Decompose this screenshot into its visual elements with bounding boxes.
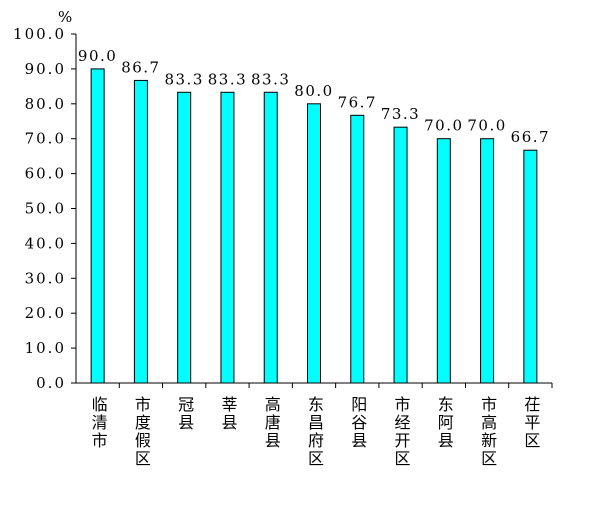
data-label: 83.3 (164, 70, 203, 88)
y-tick-label: 10.0 (25, 339, 66, 357)
data-label: 70.0 (424, 117, 463, 135)
category-label: 东阿县 (438, 395, 454, 450)
labels: 0.0 10.0 20.0 30.0 40.0 50.0 60.0 70.0 80.0 90.0 1… (13, 8, 550, 468)
data-label: 66.7 (511, 128, 550, 146)
data-label: 83.3 (208, 70, 247, 88)
bar (133, 79, 148, 384)
axes (71, 33, 553, 388)
data-label: 83.3 (251, 70, 290, 88)
data-label: 80.0 (294, 82, 333, 100)
category-label: 莘县 (221, 395, 237, 432)
category-label: 高唐县 (265, 395, 281, 450)
y-tick-label: 40.0 (25, 234, 66, 252)
bar (436, 138, 451, 384)
category-label: 冠县 (178, 395, 194, 432)
y-axis-unit: % (58, 8, 72, 26)
y-tick-label: 20.0 (25, 304, 66, 322)
data-label: 86.7 (121, 58, 160, 76)
bar (220, 91, 235, 384)
bar (177, 91, 192, 384)
category-label: 市经开区 (395, 395, 411, 468)
category-label: 临清市 (92, 395, 108, 450)
bar (307, 103, 321, 384)
y-tick-label: 80.0 (25, 95, 66, 113)
category-label: 茌平区 (524, 395, 540, 450)
category-label: 东昌府区 (308, 395, 324, 468)
y-tick-label: 100.0 (13, 25, 66, 43)
bars (90, 68, 538, 384)
y-tick-label: 90.0 (25, 60, 66, 78)
data-label: 73.3 (381, 105, 420, 123)
data-label: 70.0 (467, 117, 506, 135)
bar (523, 149, 538, 384)
bar (350, 114, 365, 384)
y-tick-label: 0.0 (36, 374, 66, 392)
data-label: 90.0 (78, 47, 117, 65)
y-tick-label: 50.0 (25, 200, 66, 218)
category-label: 市度假区 (135, 395, 151, 468)
bar (90, 68, 105, 384)
y-tick-label: 60.0 (25, 165, 66, 183)
bar (393, 126, 408, 384)
category-label: 市高新区 (481, 395, 497, 468)
category-label: 阳谷县 (351, 395, 367, 450)
y-tick-label: 30.0 (25, 269, 66, 287)
bar (480, 138, 495, 384)
y-tick-label: 70.0 (25, 130, 66, 148)
bar (263, 91, 278, 384)
data-label: 76.7 (338, 93, 377, 111)
